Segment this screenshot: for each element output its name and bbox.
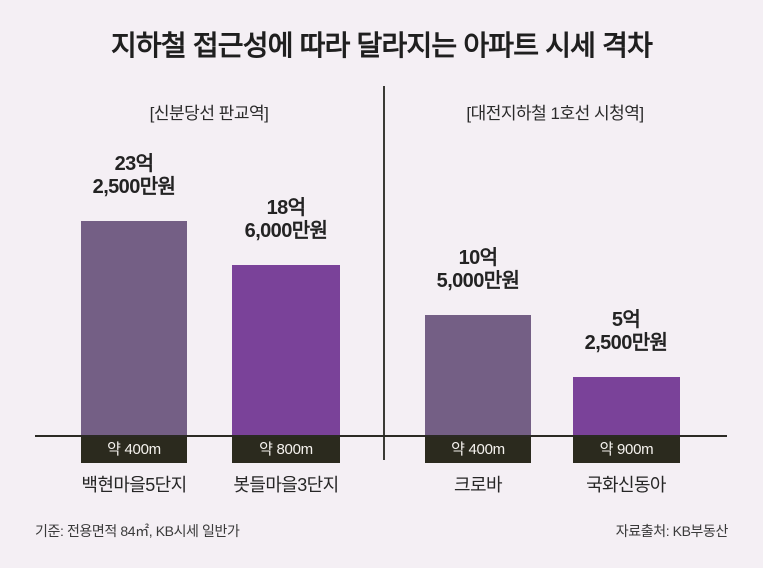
bar-name-label: 백현마을5단지 [81,475,187,495]
baseline-axis [35,435,727,437]
bar-rect[interactable] [425,315,531,435]
bar-rect[interactable] [232,265,340,435]
bar-value-line1: 18억 [266,197,306,219]
bar-name-label: 국화신동아 [586,475,666,495]
bar-value-line2: 6,000만원 [244,219,328,242]
bar-distance-badge: 약 800m [232,437,340,463]
bar-value-label: 5억 2,500만원 [553,309,699,355]
group-header-right: [대전지하철 1호선 시청역] [466,104,644,123]
footnote-criteria: 기준: 전용면적 84㎡, KB시세 일반가 [35,523,240,539]
page-title: 지하철 접근성에 따라 달라지는 아파트 시세 격차 [110,30,653,61]
bar-value-line1: 23억 [114,153,154,175]
bar-value-line1: 5억 [611,309,641,331]
bar-distance-badge: 약 400m [81,437,187,463]
bar-value-line2: 2,500만원 [92,175,176,198]
group-divider [383,86,385,460]
bar-distance-badge: 약 900m [573,437,680,463]
group-header-left: [신분당선 판교역] [149,104,269,123]
bar-distance-badge: 약 400m [425,437,531,463]
bar-name-label: 크로바 [454,475,502,495]
bar-value-label: 10억 5,000만원 [405,247,551,293]
bar-value-line2: 2,500만원 [584,331,668,354]
footnote-source: 자료출처: KB부동산 [615,523,729,539]
bar-value-line1: 10억 [458,247,498,269]
bar-rect[interactable] [81,221,187,435]
bar-rect[interactable] [573,377,680,435]
bar-name-label: 봇들마을3단지 [233,475,339,495]
bar-value-line2: 5,000만원 [436,269,520,292]
bar-value-label: 18억 6,000만원 [213,197,359,243]
bar-value-label: 23억 2,500만원 [61,153,207,199]
